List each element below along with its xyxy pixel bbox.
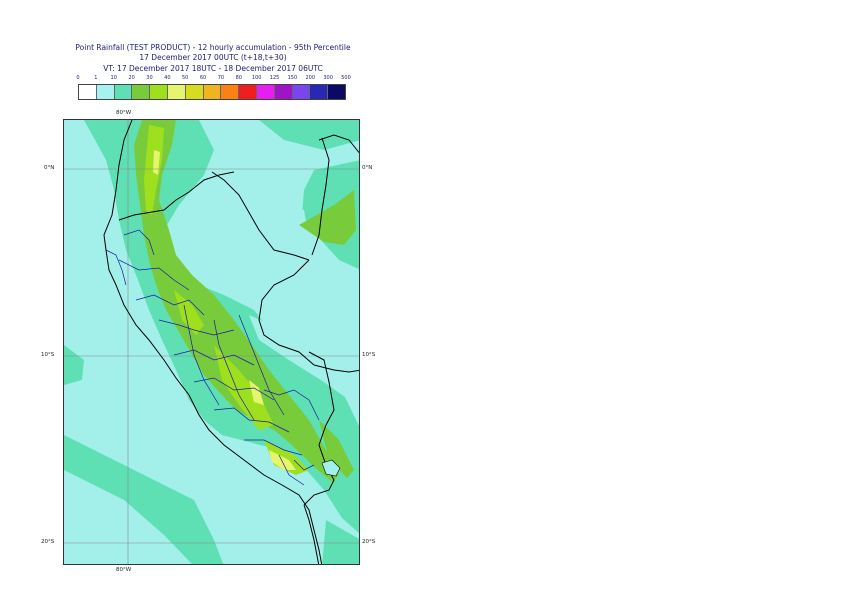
map-panel — [63, 119, 360, 565]
admin-border — [278, 454, 305, 486]
lat-label-20s-left: 20°S — [41, 539, 55, 545]
legend-tick-label: 50 — [182, 75, 189, 81]
title-line-3: VT: 17 December 2017 18UTC - 18 December… — [103, 64, 323, 73]
lon-label-top: 80°W — [116, 110, 132, 116]
bolivia-brazil-border — [313, 364, 359, 373]
admin-border — [173, 349, 255, 366]
rainfall-map — [64, 120, 359, 564]
admin-border — [193, 377, 275, 401]
legend-tick-label: 150 — [287, 75, 298, 81]
legend-tick-label: 30 — [146, 75, 153, 81]
rain-zone-peak — [249, 380, 264, 405]
legend-tick-label: 20 — [128, 75, 135, 81]
country-borders — [103, 120, 359, 564]
legend-color-bar — [78, 84, 346, 100]
admin-border — [263, 389, 320, 421]
peru-brazil-border — [258, 259, 315, 366]
admin-border — [123, 229, 155, 256]
rain-zone-heavy — [174, 290, 204, 335]
rain-zone-moderate — [319, 420, 354, 478]
lon-label-bottom: 80°W — [116, 567, 132, 573]
rain-zone-light — [234, 190, 314, 305]
legend-tick-label: 200 — [305, 75, 316, 81]
rain-zone-wet — [322, 520, 359, 564]
legend-tick-label: 0 — [76, 75, 80, 81]
legend-swatch — [310, 85, 329, 99]
lat-label-20s-right: 20°S — [362, 539, 376, 545]
peru-bolivia-border — [303, 351, 335, 506]
legend-swatch — [274, 85, 293, 99]
legend-swatch — [132, 85, 151, 99]
title-line-1: Point Rainfall (TEST PRODUCT) - 12 hourl… — [75, 43, 351, 52]
legend-swatch — [256, 85, 275, 99]
rain-zone-wet — [64, 435, 224, 564]
legend-tick-label: 10 — [110, 75, 117, 81]
admin-border — [213, 319, 255, 421]
color-legend: 0 1 10 20 30 40 50 60 70 80 100 125 150 200 300 500 — [76, 75, 351, 101]
legend-swatch — [150, 85, 168, 99]
legend-swatch — [114, 85, 133, 99]
legend-swatch — [185, 85, 204, 99]
rain-zone-heavy — [214, 345, 274, 430]
legend-swatch — [203, 85, 222, 99]
admin-borders — [105, 229, 320, 486]
lake-titicaca — [321, 459, 341, 477]
legend-swatch — [239, 85, 257, 99]
legend-tick-label: 125 — [269, 75, 280, 81]
legend-swatch — [292, 85, 311, 99]
chile-bolivia-border — [303, 504, 320, 564]
admin-border — [135, 294, 205, 316]
admin-border — [105, 249, 127, 286]
legend-tick-label: 100 — [251, 75, 262, 81]
legend-swatch — [221, 85, 240, 99]
admin-border — [213, 407, 290, 433]
legend-tick-label: 300 — [323, 75, 333, 81]
title-line-2: 17 December 2017 00UTC (t+18,t+30) — [139, 53, 287, 62]
lat-label-0-right: 0°N — [362, 165, 373, 171]
legend-swatch — [167, 85, 186, 99]
rain-zone-heavy — [264, 440, 309, 475]
lat-label-0-left: 0°N — [44, 165, 55, 171]
admin-border — [293, 459, 315, 471]
ecuador-peru-border — [118, 171, 235, 221]
graticule — [64, 120, 359, 564]
legend-tick-label: 80 — [235, 75, 242, 81]
brazil-colombia-border — [311, 137, 330, 256]
rain-zone-light — [249, 315, 349, 400]
legend-swatch — [328, 85, 345, 99]
coastline — [103, 120, 323, 564]
lat-label-10s-left: 10°S — [41, 352, 55, 358]
peru-colombia-border — [211, 171, 310, 261]
admin-border — [158, 319, 235, 336]
rain-zone-moderate — [299, 190, 356, 245]
legend-tick-label: 1 — [94, 75, 98, 81]
legend-swatch — [96, 85, 115, 99]
legend-tick-label: 40 — [164, 75, 171, 81]
lat-label-10s-right: 10°S — [362, 352, 376, 358]
admin-border — [244, 439, 303, 456]
legend-tick-label: 500 — [341, 75, 351, 81]
rain-zone-peak — [269, 450, 296, 470]
rain-zone-wet — [64, 345, 84, 385]
admin-border — [183, 304, 220, 406]
legend-swatch — [79, 85, 97, 99]
colombia-venezuela-border — [318, 134, 359, 154]
rain-zone-wet — [259, 120, 359, 150]
admin-border — [118, 259, 190, 291]
legend-tick-label: 70 — [217, 75, 225, 81]
legend-tick-label: 60 — [199, 75, 207, 81]
admin-border — [238, 314, 285, 416]
